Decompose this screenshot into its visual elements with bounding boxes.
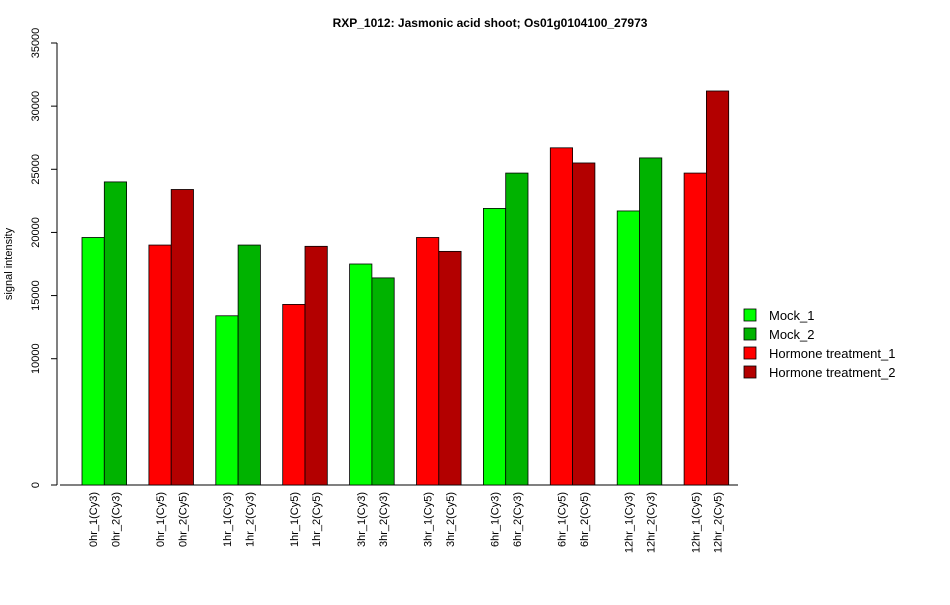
x-tick-label: 0hr_1(Cy3) <box>88 492 100 547</box>
y-tick-label: 0 <box>30 482 42 488</box>
x-tick-label: 1hr_2(Cy5) <box>311 492 323 547</box>
chart-title: RXP_1012: Jasmonic acid shoot; Os01g0104… <box>333 16 648 30</box>
bar <box>572 162 596 486</box>
y-tick-label: 20000 <box>30 217 42 248</box>
x-tick-label: 3hr_1(Cy3) <box>356 492 368 547</box>
legend-label: Hormone treatment_1 <box>769 346 895 361</box>
x-tick-label: 0hr_2(Cy5) <box>177 492 189 547</box>
bar <box>706 90 730 486</box>
x-axis: 0hr_1(Cy3) 0hr_2(Cy3) 0hr_1(Cy5) 0hr_2(Cy5)… <box>60 484 738 553</box>
y-tick-label: 30000 <box>30 91 42 122</box>
bar <box>349 263 373 486</box>
legend-label: Mock_1 <box>769 308 815 323</box>
x-tick-label: 6hr_2(Cy5) <box>579 492 591 547</box>
bar <box>438 250 462 486</box>
x-tick-label: 12hr_1(Cy3) <box>623 492 635 553</box>
bar <box>81 237 105 486</box>
bar <box>148 244 172 486</box>
x-tick-label: 12hr_2(Cy5) <box>713 492 725 553</box>
y-tick-label: 25000 <box>30 154 42 185</box>
x-tick-label: 1hr_1(Cy5) <box>289 492 301 547</box>
bar <box>170 189 194 486</box>
bar <box>416 237 440 486</box>
x-tick-label: 3hr_1(Cy5) <box>423 492 435 547</box>
legend-swatch <box>743 346 757 360</box>
x-tick-label: 1hr_2(Cy3) <box>244 492 256 547</box>
bar <box>639 157 663 486</box>
x-tick-label: 6hr_1(Cy3) <box>490 492 502 547</box>
x-tick-label: 1hr_1(Cy3) <box>222 492 234 547</box>
x-tick-label: 6hr_2(Cy3) <box>512 492 524 547</box>
bar <box>482 208 507 486</box>
legend-label: Hormone treatment_2 <box>769 365 895 380</box>
bar <box>215 315 239 486</box>
bar <box>683 172 707 486</box>
y-tick-label: 10000 <box>30 343 42 374</box>
legend-swatch <box>743 327 757 341</box>
bar <box>616 210 640 486</box>
legend: Mock_1 Mock_2 Hormone treatment_1 Hormone t… <box>743 308 895 380</box>
bar <box>282 304 306 486</box>
x-tick-label: 3hr_2(Cy5) <box>445 492 457 547</box>
legend-label: Mock_2 <box>769 327 815 342</box>
bar <box>505 172 529 486</box>
y-axis-label: signal intensity <box>3 227 15 300</box>
bar <box>304 245 328 486</box>
bar <box>237 244 261 486</box>
bar <box>549 147 573 486</box>
y-tick-label: 15000 <box>30 280 42 311</box>
bar <box>103 181 128 486</box>
x-tick-label: 12hr_2(Cy3) <box>646 492 658 553</box>
y-axis: 0 10000 15000 20000 25000 30000 35000 <box>30 28 58 488</box>
x-tick-label: 6hr_1(Cy5) <box>556 492 568 547</box>
x-tick-label: 12hr_1(Cy5) <box>690 492 702 553</box>
x-tick-label: 0hr_1(Cy5) <box>155 492 167 547</box>
bar <box>371 277 395 486</box>
y-tick-label: 35000 <box>30 28 42 59</box>
legend-swatch <box>743 308 757 322</box>
x-tick-label: 0hr_2(Cy3) <box>110 492 122 547</box>
legend-swatch <box>743 365 757 379</box>
x-tick-label: 3hr_2(Cy3) <box>378 492 390 547</box>
bars-group <box>81 90 730 486</box>
